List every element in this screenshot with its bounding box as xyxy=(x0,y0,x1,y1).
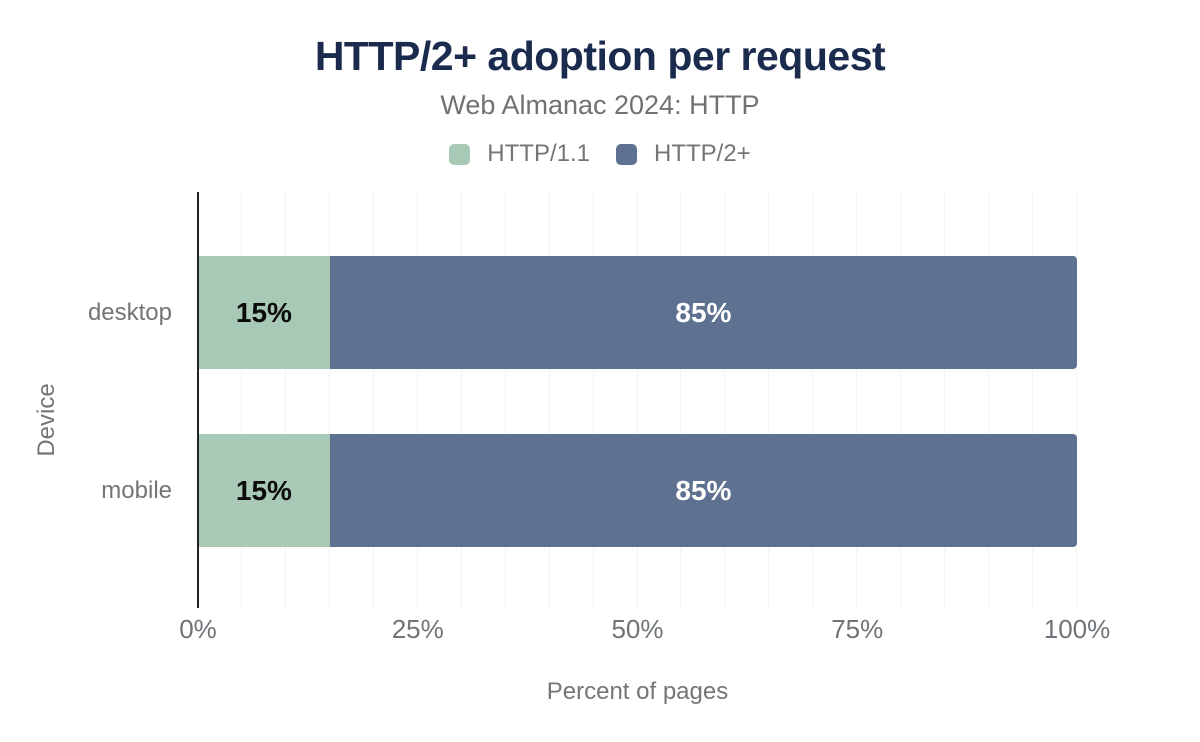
gridline-85 xyxy=(944,192,946,608)
bar-segment-http11-desktop: 15% xyxy=(198,256,330,369)
gridline-80 xyxy=(900,192,902,608)
chart-title: HTTP/2+ adoption per request xyxy=(314,33,886,79)
gridline-40 xyxy=(548,192,550,608)
x-tick-100: 100% xyxy=(1043,614,1111,644)
legend-label: HTTP/2+ xyxy=(654,140,751,167)
y-axis-title: Device xyxy=(33,383,60,457)
legend-label: HTTP/1.1 xyxy=(487,140,590,167)
gridline-20 xyxy=(372,192,374,608)
x-tick-0: 0% xyxy=(179,614,217,644)
bar-row-desktop: 15% 85% xyxy=(198,256,1077,369)
x-tick-25: 25% xyxy=(391,614,444,644)
legend-swatch-http11 xyxy=(449,143,471,165)
bar-value-label: 15% xyxy=(235,296,292,328)
y-axis-line xyxy=(197,192,199,608)
gridline-45 xyxy=(592,192,594,608)
legend-swatch-http2 xyxy=(616,143,637,165)
chart-subtitle: Web Almanac 2024: HTTP xyxy=(440,90,760,120)
gridline-35 xyxy=(504,192,506,608)
legend: HTTP/1.1 HTTP/2+ xyxy=(0,140,1200,168)
gridline-100 xyxy=(1076,192,1077,608)
bar-segment-http2-desktop: 85% xyxy=(329,256,1077,369)
gridline-10 xyxy=(284,192,286,608)
bar-row-mobile: 15% 85% xyxy=(198,434,1077,547)
bar-value-label: 15% xyxy=(235,474,292,506)
bar-rows: 15% 85% 15% 85% xyxy=(198,192,1077,608)
bar-value-label: 85% xyxy=(675,474,732,506)
bar-segment-http2-mobile: 85% xyxy=(329,434,1077,547)
gridline-95 xyxy=(1032,192,1034,608)
legend-item-http11: HTTP/1.1 xyxy=(449,140,590,168)
bar-value-label: 85% xyxy=(675,296,732,328)
gridline-5 xyxy=(240,192,242,608)
legend-item-http2: HTTP/2+ xyxy=(616,140,751,168)
gridline-70 xyxy=(812,192,814,608)
y-category-labels: desktop mobile xyxy=(0,192,185,608)
x-tick-75: 75% xyxy=(831,614,884,644)
x-axis-ticks: 0% 25% 50% 75% 100% xyxy=(179,614,1110,648)
gridline-25 xyxy=(416,192,418,608)
plot-area: 15% 85% 15% 85% xyxy=(197,192,1077,608)
gridline-15 xyxy=(328,192,330,608)
gridline-60 xyxy=(724,192,726,608)
x-tick-50: 50% xyxy=(611,614,664,644)
bar-segment-http11-mobile: 15% xyxy=(198,434,330,547)
gridline-65 xyxy=(768,192,770,608)
gridline-75 xyxy=(856,192,858,608)
category-label-mobile: mobile xyxy=(101,476,172,504)
x-axis-title: Percent of pages xyxy=(546,678,729,705)
gridline-55 xyxy=(680,192,682,608)
gridline-30 xyxy=(460,192,462,608)
gridline-50 xyxy=(636,192,638,608)
category-label-desktop: desktop xyxy=(87,298,172,326)
gridline-90 xyxy=(988,192,990,608)
